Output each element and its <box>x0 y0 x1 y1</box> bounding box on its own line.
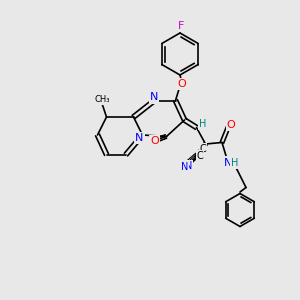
Text: N: N <box>135 133 144 143</box>
Text: O: O <box>177 79 186 89</box>
Text: C: C <box>197 151 203 161</box>
Text: O: O <box>150 136 159 146</box>
Text: H: H <box>231 158 239 168</box>
Text: H: H <box>200 119 207 129</box>
Text: C: C <box>200 144 206 154</box>
Text: N: N <box>224 158 232 168</box>
Text: N: N <box>150 92 158 103</box>
Text: N: N <box>181 162 188 172</box>
Text: F: F <box>178 20 185 31</box>
Text: CH₃: CH₃ <box>94 95 110 104</box>
Text: O: O <box>226 119 236 130</box>
Text: N: N <box>185 160 192 171</box>
